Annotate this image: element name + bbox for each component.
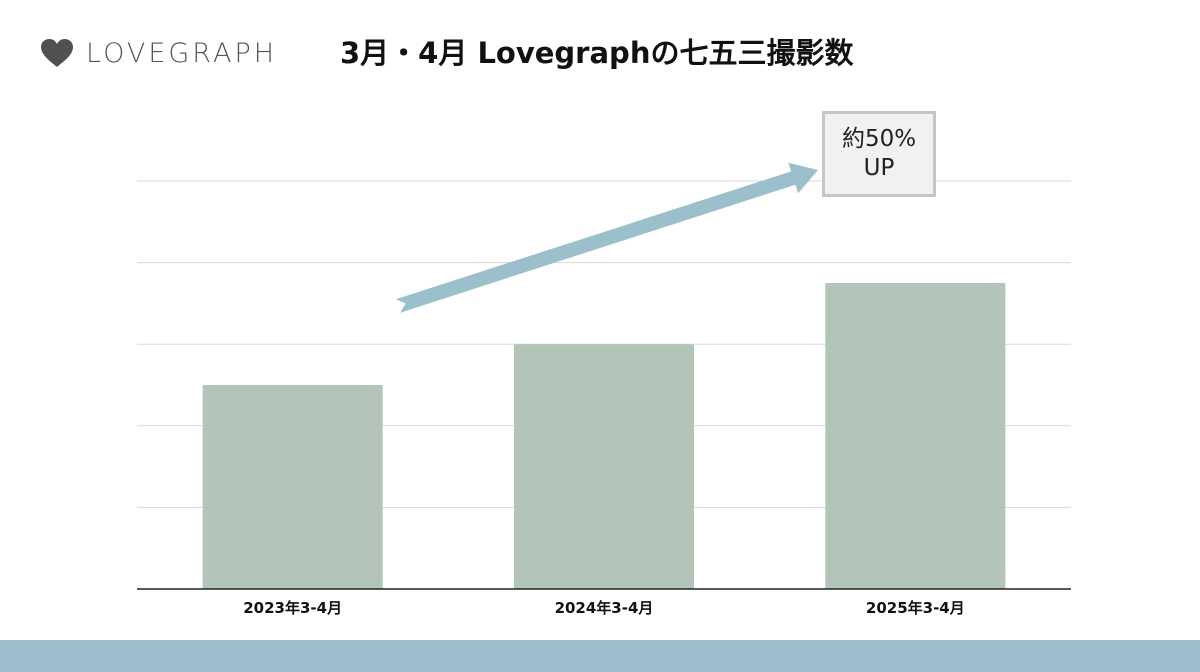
category-labels: 2023年3-4月 2024年3-4月 2025年3-4月 xyxy=(243,599,965,617)
bar-chart: 2023年3-4月 2024年3-4月 2025年3-4月 xyxy=(137,162,1071,617)
bar xyxy=(202,385,383,589)
heart-icon xyxy=(41,39,73,67)
brand-logo: LOVEGRAPH xyxy=(40,38,277,68)
brand-name: LOVEGRAPH xyxy=(86,37,278,69)
callout-percent: 約50% xyxy=(841,126,917,153)
category-label: 2023年3-4月 xyxy=(243,599,342,617)
chart-title: 3月・4月 Lovegraphの七五三撮影数 xyxy=(340,36,854,70)
bar xyxy=(514,344,694,589)
callout-up: UP xyxy=(863,155,895,181)
growth-arrow xyxy=(395,162,818,313)
bars xyxy=(202,283,1006,589)
heart-icon-shape xyxy=(41,39,73,67)
bar xyxy=(825,283,1006,589)
category-label: 2024年3-4月 xyxy=(555,599,654,617)
footer-bar xyxy=(0,640,1200,672)
growth-arrow-shape xyxy=(395,162,818,313)
category-label: 2025年3-4月 xyxy=(866,599,965,617)
growth-callout: 約50% UP xyxy=(822,111,936,197)
